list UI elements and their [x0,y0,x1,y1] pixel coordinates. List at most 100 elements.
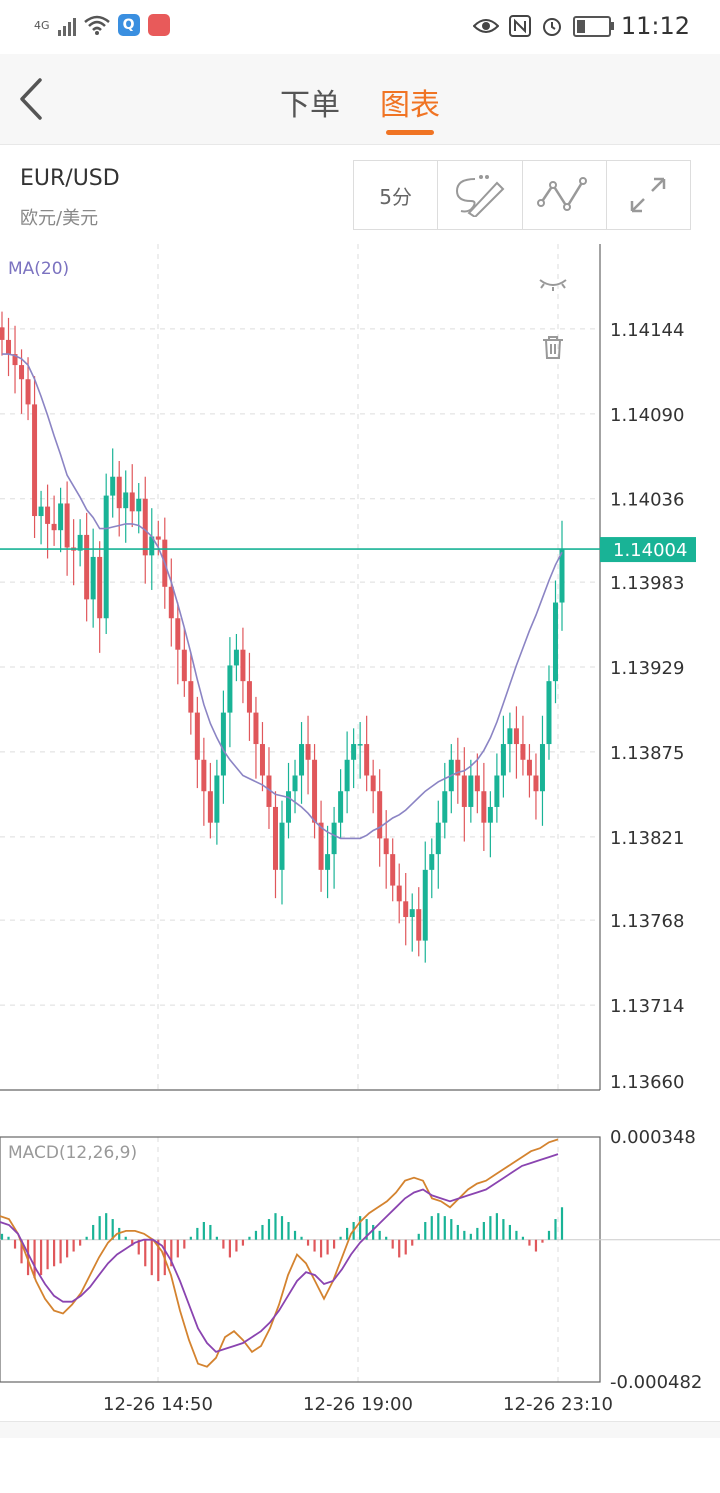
top-nav-bar: 下单 图表 [0,54,720,145]
price-tick-label: 1.13660 [610,1072,684,1093]
time-label: 12-26 23:10 [503,1394,613,1415]
app-chart-icon [147,14,170,36]
instrument-symbol: EUR/USD [20,166,120,191]
candle-body [513,728,519,745]
candle-body [220,712,226,776]
tab-order[interactable]: 下单 [280,88,340,123]
signal-icon [57,14,76,36]
chart-toolbar: 5分 [353,160,691,230]
price-tick-label: 1.13983 [610,573,684,594]
candle-body [45,506,51,524]
candle-body [201,759,207,792]
macd-frame [0,1136,601,1383]
price-chart[interactable]: 1.14004 1.14144 1.14090 1.14036 1.13983 1.13… [0,244,720,1420]
network-type: 4G [34,18,50,32]
candle-body [207,791,213,823]
tab-chart[interactable]: 图表 [380,88,440,123]
chevron-left-icon[interactable] [14,76,54,122]
candle-body [305,744,311,760]
candle-body [546,681,552,745]
candle-body [12,354,18,366]
alarm-icon [542,18,561,36]
candle-body [266,775,272,807]
candle-body [149,536,155,556]
candle-body [312,759,318,823]
candle-body [142,498,148,556]
candle-body [103,495,109,619]
delete-trash-icon[interactable] [543,336,563,359]
candle-body [370,775,376,792]
candle-body [383,838,389,855]
candle-body [194,712,200,760]
candle-body [155,536,161,540]
candle-body [233,649,239,666]
candle-body [168,586,174,619]
price-tick-label: 1.14090 [610,405,684,426]
candle-body [409,909,415,918]
candle-body [25,379,31,405]
candle-body [364,744,370,776]
candle-body [110,476,116,496]
macd-panel [0,1136,720,1383]
indicator-line-icon [537,177,588,211]
price-tick-label: 1.13768 [610,911,684,932]
candle-body [318,822,324,870]
candle-body [331,822,337,855]
candle-body [19,365,25,380]
macd-dea-line [0,1153,559,1353]
candle-body [377,791,383,839]
price-tick-label: 1.14036 [610,490,684,511]
nfc-icon [508,15,531,37]
chart-grid [0,244,601,1382]
macd-dif-line [0,1138,559,1368]
ma-indicator-label: MA(20) [8,259,69,279]
candle-body [299,744,305,776]
bottom-spacer [0,1422,720,1438]
candle-body [64,503,70,548]
candle-body [416,909,422,941]
clock-time: 11:12 [620,12,690,40]
candle-body [325,854,331,870]
candle-body [481,791,487,823]
candle-body [0,327,5,340]
drawing-tool-button[interactable] [438,161,523,229]
macd-indicator-label: MACD(12,26,9) [8,1143,137,1163]
timeframe-button[interactable]: 5分 [354,161,439,229]
candle-body [240,649,246,682]
status-bar: 4G Q 11:12 [0,0,720,54]
price-tick-label: 1.13875 [610,743,684,764]
candle-body [507,728,513,745]
macd-axis-top: 0.000348 [610,1127,696,1148]
drawing-tool-icon [455,175,505,217]
candle-body [539,744,545,792]
candle-body [253,712,259,745]
candle-body [292,775,298,792]
candle-body [351,744,357,760]
candle-body [32,404,38,517]
candle-body [552,602,558,682]
candle-body [461,775,467,807]
candle-body [286,791,292,823]
hide-eye-icon[interactable] [539,279,567,291]
app-q-icon: Q [117,14,140,36]
timeframe-label: 5分 [379,184,412,209]
candle-body [396,885,402,902]
time-label: 12-26 19:00 [303,1394,413,1415]
candle-body [90,556,96,600]
candle-body [520,744,526,760]
current-price-marker: 1.14004 [0,537,696,563]
candle-body [272,806,278,870]
candle-body [422,869,428,941]
candle-body [129,492,135,512]
candle-body [6,339,12,355]
wifi-icon [83,15,110,35]
candle-body [97,556,103,619]
price-tick-label: 1.14144 [610,320,684,341]
candle-body [474,775,480,792]
candle-body [533,775,539,792]
fullscreen-button[interactable] [607,161,690,229]
indicator-button[interactable] [523,161,607,229]
candle-body [338,791,344,823]
candle-body [344,759,350,792]
candle-body [259,744,265,776]
